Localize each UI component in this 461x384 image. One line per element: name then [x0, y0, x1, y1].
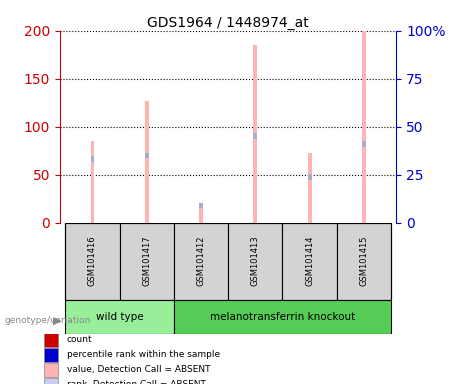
Bar	[228, 223, 283, 300]
Text: wild type: wild type	[96, 312, 143, 322]
Text: ▶: ▶	[53, 316, 61, 326]
Bar	[44, 333, 58, 346]
Bar	[65, 223, 120, 300]
Bar	[145, 153, 149, 159]
Text: GSM101417: GSM101417	[142, 236, 151, 286]
Text: genotype/variation: genotype/variation	[5, 316, 91, 325]
Text: rank, Detection Call = ABSENT: rank, Detection Call = ABSENT	[67, 380, 206, 384]
Bar	[91, 141, 95, 223]
Bar	[44, 377, 58, 384]
Text: GSM101412: GSM101412	[196, 236, 206, 286]
Bar	[362, 31, 366, 223]
Bar	[199, 203, 203, 208]
Bar	[199, 204, 203, 223]
Text: GSM101416: GSM101416	[88, 236, 97, 286]
Text: GSM101413: GSM101413	[251, 236, 260, 286]
Bar	[44, 348, 58, 362]
Text: percentile rank within the sample: percentile rank within the sample	[67, 350, 220, 359]
Bar	[362, 141, 366, 147]
Bar	[337, 223, 391, 300]
Bar	[254, 45, 257, 223]
Bar	[65, 300, 174, 334]
Bar	[307, 174, 312, 180]
Bar	[174, 223, 228, 300]
Text: count: count	[67, 335, 92, 344]
Bar	[174, 300, 391, 334]
Bar	[283, 223, 337, 300]
Bar	[91, 157, 95, 162]
Bar	[254, 134, 257, 139]
Bar	[145, 101, 149, 223]
Text: GSM101414: GSM101414	[305, 236, 314, 286]
Bar	[44, 362, 58, 376]
Bar	[307, 153, 312, 223]
Text: melanotransferrin knockout: melanotransferrin knockout	[210, 312, 355, 322]
Bar	[120, 223, 174, 300]
Text: GSM101415: GSM101415	[360, 236, 368, 286]
Text: value, Detection Call = ABSENT: value, Detection Call = ABSENT	[67, 365, 210, 374]
Title: GDS1964 / 1448974_at: GDS1964 / 1448974_at	[148, 16, 309, 30]
